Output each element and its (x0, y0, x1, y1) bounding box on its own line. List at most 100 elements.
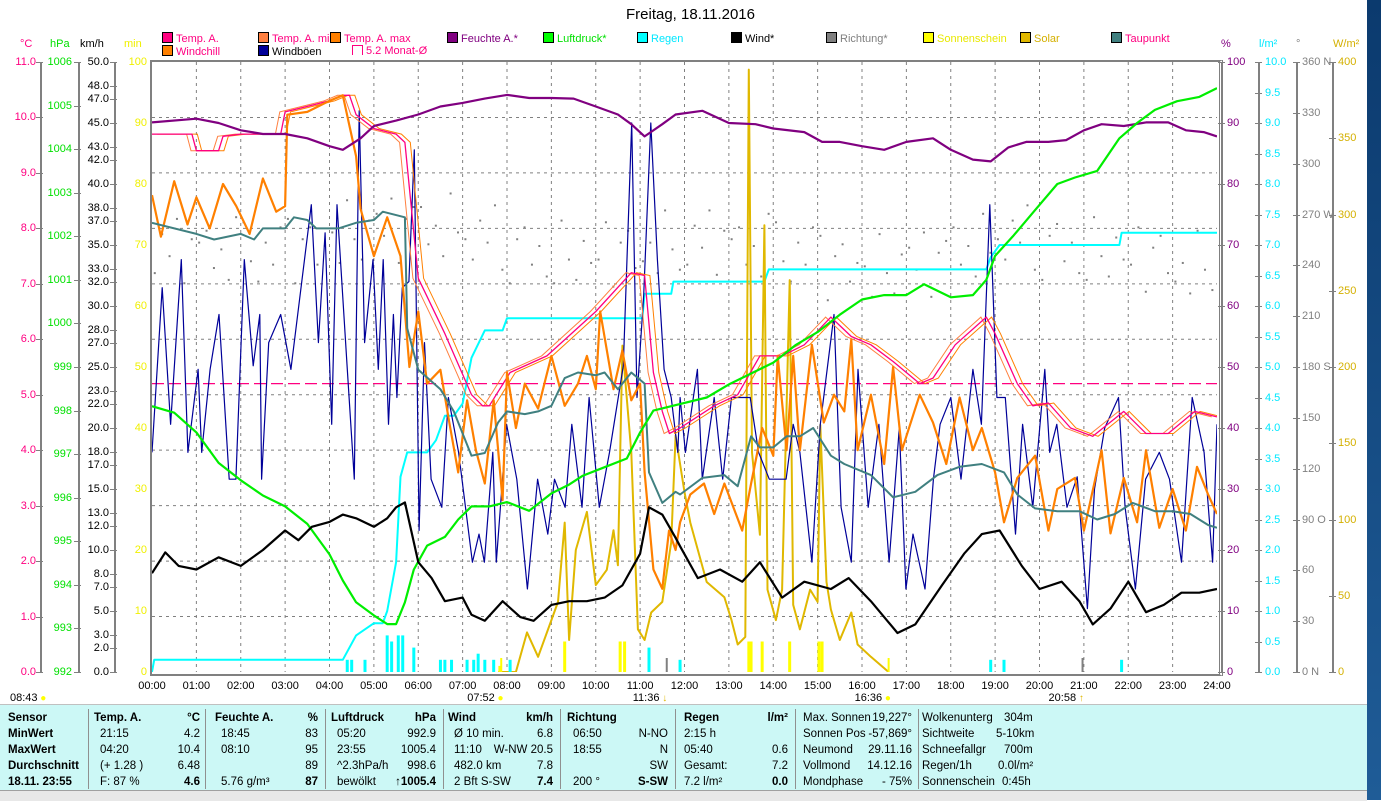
legend-item[interactable]: Windböen (258, 45, 322, 58)
event-marker: 11:36 ↓ (633, 692, 668, 704)
sunrise-icon: ● (494, 693, 504, 704)
direction-dot (1019, 241, 1022, 244)
axis-tick (1218, 306, 1225, 307)
sunset-icon: ● (882, 693, 891, 704)
time-tick-label: 19:00 (981, 680, 1009, 692)
table-cell: 7.2 l/m² (684, 776, 723, 788)
legend-swatch (1111, 32, 1122, 43)
axis-tick (74, 541, 81, 543)
time-tick-label: 17:00 (892, 680, 921, 692)
axis-tick-label: 60 (134, 300, 147, 312)
direction-dot (530, 263, 533, 266)
axis-line-C (40, 62, 42, 672)
legend-item[interactable]: Feuchte A.* (447, 32, 518, 45)
table-cell: Ø 10 min. (454, 728, 504, 740)
axis-tick-label: 9.0 (20, 166, 36, 179)
direction-dot (678, 268, 681, 271)
axis-tick-label: 50 (1227, 361, 1240, 373)
direction-dot (1048, 234, 1051, 237)
legend-item[interactable]: Wind* (731, 32, 774, 45)
axis-tick-label: 993 (53, 622, 72, 635)
direction-dot (309, 226, 312, 229)
legend-swatch (543, 32, 554, 43)
direction-dot (338, 261, 341, 264)
legend-item[interactable]: Regen (637, 32, 683, 45)
axis-tick-label: 90 (1227, 117, 1240, 129)
direction-dot (183, 282, 186, 285)
window-edge (1367, 0, 1381, 800)
event-time: 08:43 (10, 692, 38, 704)
time-tick-label: 01:00 (182, 680, 211, 692)
legend-item[interactable]: Luftdruck* (543, 32, 607, 45)
direction-dot (641, 260, 644, 263)
axis-tick (1218, 62, 1225, 63)
axis-tick (110, 281, 117, 283)
direction-dot (294, 282, 297, 285)
table-value: N-NO (638, 728, 668, 740)
axis-tick (110, 428, 117, 429)
direction-dot (893, 292, 896, 295)
table-value: 992.9 (407, 728, 436, 740)
legend-swatch (162, 45, 173, 56)
time-tick-label: 13:00 (715, 680, 743, 692)
legend-item[interactable]: Temp. A. min (258, 32, 336, 45)
direction-dot (479, 219, 482, 222)
legend-item[interactable]: Taupunkt (1111, 32, 1170, 45)
direction-dot (1152, 246, 1155, 249)
regen-intervall-bar (412, 647, 416, 672)
legend-item[interactable]: Temp. A. (162, 32, 219, 45)
direction-dot (1167, 272, 1170, 275)
direction-dot (457, 231, 460, 234)
moon-rise-icon: ↑ (1076, 693, 1084, 704)
legend-item[interactable]: Solar (1020, 32, 1060, 45)
table-cell: 11:10 (454, 744, 482, 756)
direction-dot (967, 245, 970, 247)
direction-dot (982, 212, 985, 215)
axis-unit-C: °C (20, 38, 33, 50)
axis-tick-label: 999 (53, 361, 72, 373)
temp-max-line (157, 94, 1217, 437)
axis-tick-label: 90 O (1302, 513, 1326, 526)
legend-item[interactable]: Richtung* (826, 32, 888, 45)
axis-tick (36, 117, 43, 119)
legend-item[interactable]: Windchill (162, 45, 220, 58)
axis-tick (1218, 245, 1225, 246)
axis-tick (110, 489, 117, 490)
regen-intervall-bar (401, 635, 405, 672)
luftdruck-line (152, 87, 1217, 626)
legend-swatch (447, 32, 458, 43)
legend-item[interactable]: 5.2 Monat-Ø (352, 45, 427, 58)
axis-tick (1293, 112, 1300, 114)
axis-tick-label: 3.0 (20, 499, 36, 512)
regen-intervall-bar (1002, 659, 1006, 672)
axis-tick (36, 172, 43, 174)
direction-dot (649, 241, 652, 244)
direction-dot (346, 199, 349, 202)
table-header: Luftdruck (331, 712, 385, 724)
time-tick-label: 09:00 (537, 680, 566, 692)
legend-item[interactable]: Temp. A. max (330, 32, 411, 45)
table-header: Sensor (8, 712, 47, 724)
axis-tick (1255, 672, 1262, 673)
axis-tick (74, 192, 81, 194)
axis-tick-label: 150 (1338, 437, 1357, 450)
time-tick-label: 07:00 (448, 680, 477, 692)
extra-value: 700m (1004, 744, 1033, 756)
axis-tick-label: 994 (53, 578, 72, 591)
table-value: SW (649, 760, 668, 772)
axis-tick (1255, 550, 1262, 551)
axis-tick-label: 48.0 (87, 80, 109, 93)
astro-value: 19,227° (872, 712, 912, 724)
axis-tick-label: 1002 (47, 230, 72, 243)
direction-dot (390, 197, 393, 200)
direction-dot (848, 280, 851, 283)
axis-tick-label: 0 (140, 666, 147, 678)
direction-dot (420, 206, 423, 209)
axis-tick (74, 62, 81, 63)
axis-tick-label: 80 (1227, 178, 1240, 190)
table-value: 1005.4 (400, 744, 436, 756)
direction-dot (582, 239, 585, 242)
sun-icon: ● (37, 693, 47, 704)
axis-tick (110, 62, 117, 63)
legend-item[interactable]: Sonnenschein (923, 32, 1007, 45)
